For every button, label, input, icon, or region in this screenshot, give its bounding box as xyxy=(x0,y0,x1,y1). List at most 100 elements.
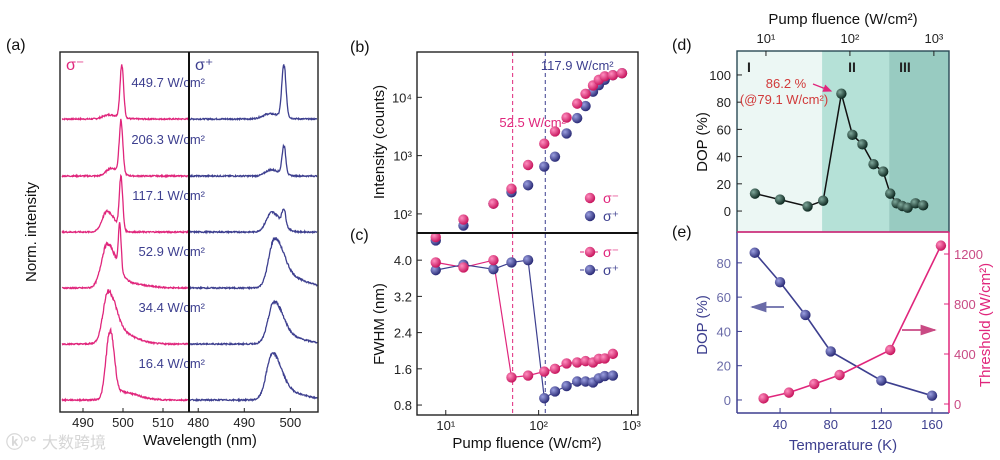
dop-point-e xyxy=(800,309,811,321)
legend-marker-sigma-plus xyxy=(584,210,596,222)
dop-point xyxy=(749,188,761,199)
y-tick-label: 40 xyxy=(717,150,731,165)
point-sigma-plus xyxy=(607,370,619,381)
dop-point xyxy=(817,195,829,206)
dop-point-e xyxy=(749,247,760,258)
spectrum-sigma-plus xyxy=(188,208,318,235)
y-tick-label: 4.0 xyxy=(394,253,412,268)
y-tick-label: 0 xyxy=(724,204,731,219)
point-sigma-plus xyxy=(430,264,441,276)
point-sigma-minus xyxy=(561,112,572,123)
y-axis-label-e-left: DOP (%) xyxy=(694,295,711,355)
point-sigma-minus xyxy=(488,198,499,209)
y-tick-label-left: 20 xyxy=(717,359,731,374)
point-sigma-minus xyxy=(522,370,534,381)
spectrum-sigma-plus xyxy=(188,299,318,347)
spectrum-sigma-minus xyxy=(61,288,190,347)
point-sigma-minus xyxy=(539,366,550,377)
point-sigma-minus xyxy=(599,71,610,82)
spectrum-sigma-minus xyxy=(61,64,190,121)
x-axis-label-c: Pump fluence (W/cm²) xyxy=(452,435,601,452)
spectrum-sigma-minus xyxy=(61,173,190,234)
panel-bc: (b) (c) Intensity (counts) FWHM (nm) Pum… xyxy=(350,39,642,452)
threshold-label-sigma-minus: 52.5 W/cm² xyxy=(499,115,566,130)
point-sigma-minus xyxy=(506,372,517,383)
spectrum-sigma-plus xyxy=(188,237,318,291)
y-axis-label-d: DOP (%) xyxy=(694,112,711,172)
spectrum-sigma-plus xyxy=(188,143,318,179)
spectrum-sigma-minus xyxy=(61,326,190,403)
dop-point xyxy=(802,201,813,212)
sigma-minus-label: σ⁻ xyxy=(66,57,84,74)
x-tick-label: 10³ xyxy=(622,418,641,433)
y-tick-label: 10⁴ xyxy=(392,90,412,105)
legend-label-sigma-minus: σ⁻ xyxy=(603,190,619,206)
y-tick-label: 1.6 xyxy=(394,362,412,377)
point-sigma-plus xyxy=(539,161,550,172)
dop-point-e xyxy=(774,277,786,288)
point-sigma-minus xyxy=(549,126,561,137)
dop-point-e xyxy=(825,346,836,357)
dop-point xyxy=(902,202,913,213)
panel-a: (a) Norm. intensity Wavelength (nm) σ⁻ σ… xyxy=(6,37,319,452)
y-axis-label-c: FWHM (nm) xyxy=(371,283,388,365)
dop-point xyxy=(847,129,858,141)
y-axis-label-a: Norm. intensity xyxy=(23,181,40,282)
x-axis-label-d: Pump fluence (W/cm²) xyxy=(768,11,917,28)
panel-label-a: (a) xyxy=(6,37,26,54)
panel-label-d: (d) xyxy=(672,37,692,54)
y-axis-label-b: Intensity (counts) xyxy=(371,85,388,199)
spectrum-sigma-minus xyxy=(61,118,190,179)
point-sigma-minus xyxy=(458,262,469,273)
spectrum-sigma-minus xyxy=(61,222,190,290)
x-tick-label: 10³ xyxy=(924,31,943,46)
annotation-arrow xyxy=(812,83,833,92)
x-tick-label: 10¹ xyxy=(757,31,776,46)
spectrum-sigma-plus xyxy=(188,64,318,122)
x-tick-label: 510 xyxy=(152,415,174,430)
dop-point xyxy=(917,200,929,211)
dop-point xyxy=(836,88,847,99)
region-2 xyxy=(822,51,890,232)
legend-marker-sigma-minus xyxy=(584,192,596,204)
point-sigma-minus xyxy=(607,69,619,81)
y-tick-label: 0.8 xyxy=(394,398,412,413)
dop-point-e xyxy=(926,390,938,401)
dop-point xyxy=(774,194,786,205)
y-axis-label-e-right: Threshold (W/cm²) xyxy=(977,263,994,387)
y-tick-label-right: 1200 xyxy=(954,247,983,262)
threshold-point xyxy=(758,393,769,404)
y-tick-label: 10² xyxy=(393,207,412,222)
x-tick-label: 120 xyxy=(871,417,893,432)
y-tick-label: 100 xyxy=(709,68,731,83)
point-sigma-plus xyxy=(599,370,610,382)
threshold-point xyxy=(885,344,896,356)
point-sigma-plus xyxy=(571,112,583,124)
peak-annotation-fluence: (@79.1 W/cm²) xyxy=(740,92,828,107)
x-tick-label: 490 xyxy=(72,415,94,430)
x-tick-label: 160 xyxy=(921,417,943,432)
peak-annotation-value: 86.2 % xyxy=(766,76,807,91)
y-tick-label: 3.2 xyxy=(394,289,412,304)
point-sigma-plus xyxy=(580,100,591,112)
x-tick-label: 10² xyxy=(841,31,860,46)
dop-point xyxy=(868,159,879,170)
legend-label: σ⁻ xyxy=(603,244,619,260)
fluence-label: 449.7 W/cm² xyxy=(131,75,205,90)
spectrum-sigma-plus xyxy=(188,351,318,403)
panel-label-b: (b) xyxy=(350,39,370,56)
dop-point xyxy=(857,139,868,150)
y-tick-label: 2.4 xyxy=(394,326,412,341)
point-sigma-minus xyxy=(561,358,572,369)
point-sigma-minus xyxy=(539,138,550,149)
point-sigma-minus xyxy=(571,357,583,368)
y-tick-label-right: 400 xyxy=(954,347,976,362)
region-label: I xyxy=(747,59,751,75)
legend-marker xyxy=(584,264,596,276)
x-tick-label: 80 xyxy=(823,417,837,432)
watermark-logo: ⓚ°° xyxy=(6,432,37,452)
point-sigma-minus xyxy=(522,159,534,171)
point-sigma-minus xyxy=(506,183,517,194)
point-sigma-minus xyxy=(488,254,499,266)
